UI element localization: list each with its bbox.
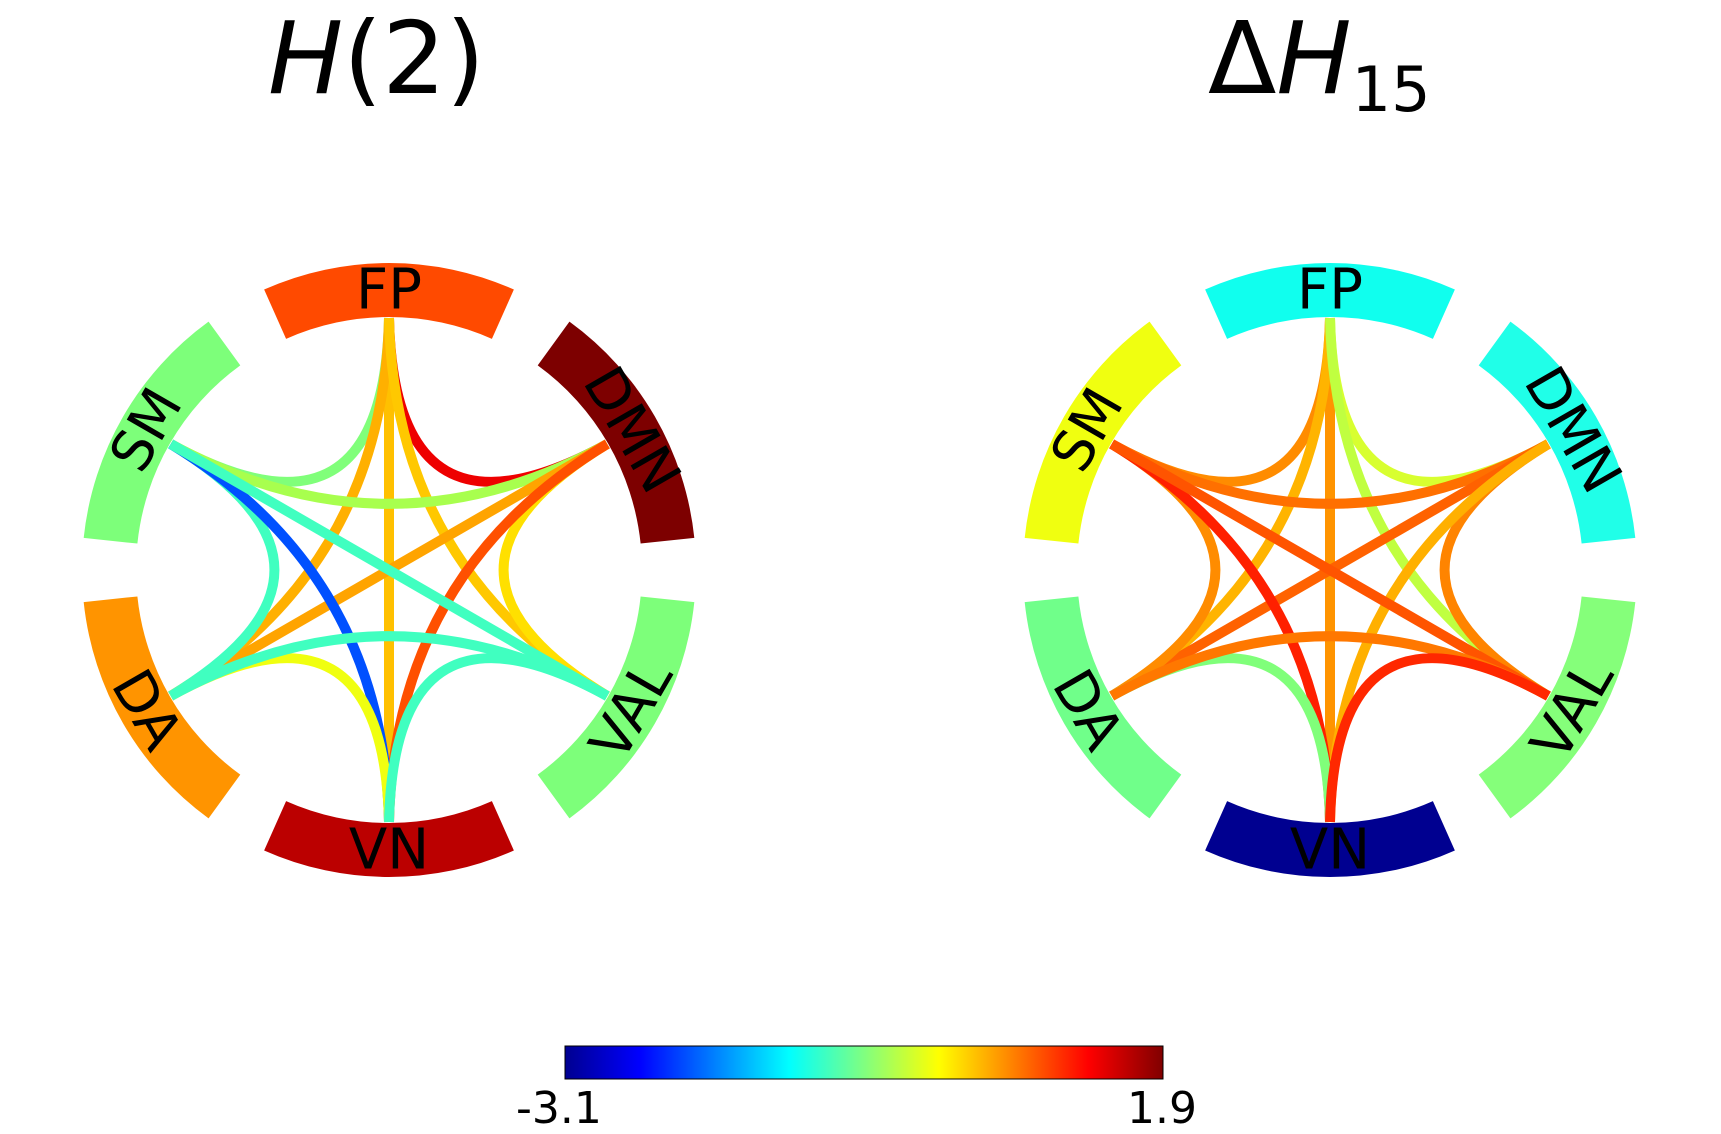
node-label-vn: VN (1290, 818, 1370, 883)
node-arc-val (1478, 596, 1636, 819)
node-arc-sm (1024, 321, 1182, 544)
title-symbol: H (268, 0, 344, 117)
colorbar-max-label: 1.9 (1127, 1083, 1197, 1134)
title-suffix: (2) (343, 0, 485, 117)
node-arc-sm (83, 321, 241, 544)
edge-dmn-sm (1109, 439, 1551, 509)
colorbar-min-label: -3.1 (516, 1083, 602, 1134)
node-arc-dmn (537, 321, 695, 544)
node-label-fp: FP (356, 258, 422, 323)
title-subscript: 15 (1351, 53, 1431, 126)
node-arc-vn (264, 801, 514, 877)
node-label-fp: FP (1297, 258, 1363, 323)
edge-sm-val (1109, 439, 1551, 701)
node-arc-da (1024, 596, 1182, 819)
node-label-dmn: DMN (1511, 356, 1634, 504)
node-arc-fp (1205, 263, 1455, 339)
node-label-vn: VN (349, 818, 429, 883)
node-arc-val (537, 596, 695, 819)
node-arc-fp (264, 262, 514, 339)
node-arc-dmn (1478, 321, 1636, 544)
title-prefix: Δ (1208, 0, 1277, 117)
panel-title-right: ΔH15 (1208, 0, 1431, 126)
edge-dmn-sm (168, 439, 610, 509)
title-symbol: H (1276, 0, 1352, 117)
edge-sm-val (168, 439, 610, 701)
node-arc-da (83, 596, 241, 819)
colorbar-gradient (564, 1045, 1164, 1080)
panel-title-left: H(2) (268, 0, 485, 117)
edge-val-vn (1325, 653, 1551, 823)
node-label-dmn: DMN (570, 356, 693, 504)
colorbar (564, 1045, 1164, 1080)
edge-val-vn (384, 653, 610, 823)
node-arc-vn (1205, 801, 1455, 877)
